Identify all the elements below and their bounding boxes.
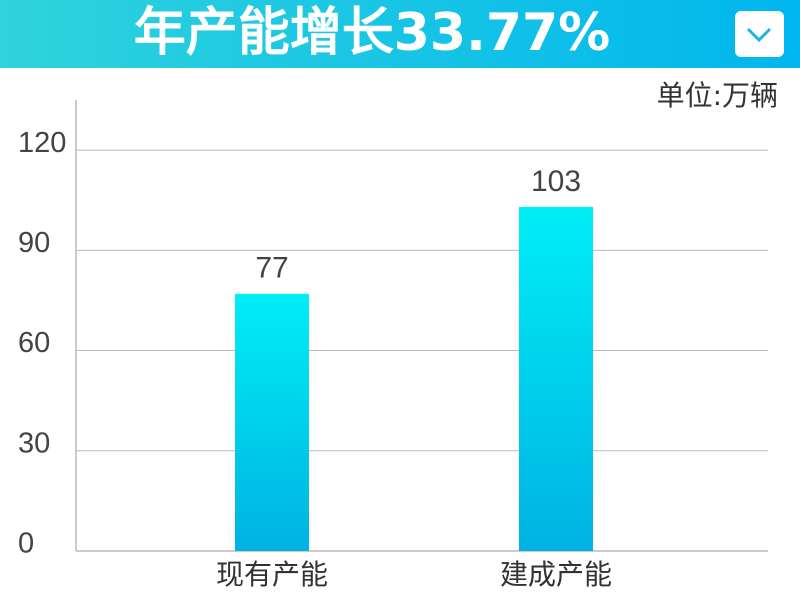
- header-band: [0, 0, 800, 68]
- y-tick-label: 90: [18, 227, 50, 259]
- value-label: 77: [255, 252, 288, 285]
- x-tick-label: 现有产能: [216, 558, 328, 591]
- unit-label: 单位:万辆: [657, 79, 778, 112]
- chart-title: 年产能增长33.77%: [134, 3, 611, 63]
- bar: [519, 206, 593, 552]
- value-label: 103: [531, 165, 581, 198]
- y-tick-label: 60: [18, 327, 50, 359]
- x-tick-label: 建成产能: [500, 558, 612, 591]
- y-tick-label: 0: [18, 528, 34, 560]
- y-tick-label: 120: [18, 127, 66, 159]
- y-tick-label: 30: [18, 427, 50, 459]
- dropdown-button[interactable]: [735, 11, 784, 57]
- bar: [235, 293, 309, 551]
